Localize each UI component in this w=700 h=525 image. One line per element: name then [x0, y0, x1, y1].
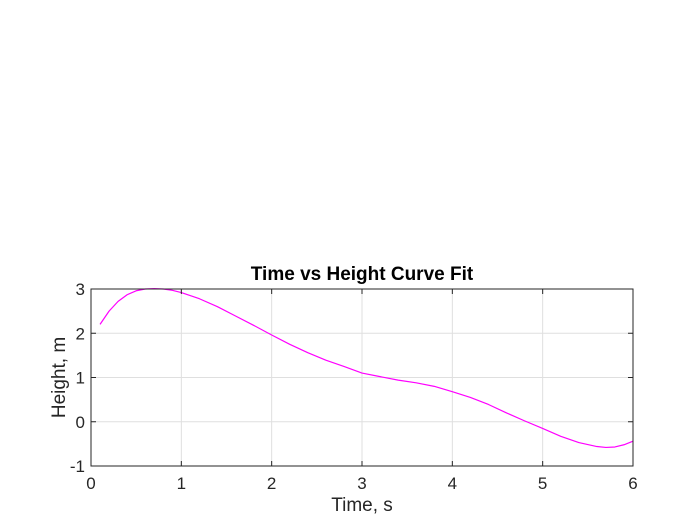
x-axis-label: Time, s: [331, 495, 393, 516]
x-tick-label-2: 2: [267, 474, 276, 493]
chart-title: Time vs Height Curve Fit: [251, 264, 474, 285]
x-tick-label-4: 4: [448, 474, 457, 493]
x-tick-label-3: 3: [357, 474, 366, 493]
y-axis-label: Height, m: [49, 337, 70, 418]
y-tick-label-1: 0: [76, 413, 85, 432]
x-tick-label-0: 0: [86, 474, 95, 493]
y-tick-label-4: 3: [76, 280, 85, 299]
x-tick-label-6: 6: [628, 474, 637, 493]
x-tick-label-1: 1: [177, 474, 186, 493]
x-tick-label-5: 5: [538, 474, 547, 493]
y-tick-label-2: 1: [76, 369, 85, 388]
y-tick-label-0: -1: [70, 457, 85, 476]
y-tick-label-3: 2: [76, 324, 85, 343]
